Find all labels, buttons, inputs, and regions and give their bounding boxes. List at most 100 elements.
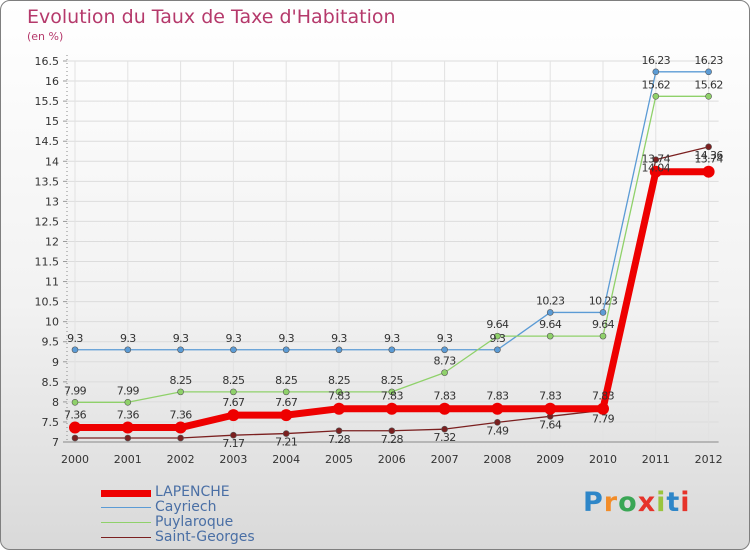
data-point-saint-georges bbox=[705, 143, 712, 151]
logo-letter: P bbox=[583, 487, 604, 518]
data-label-cayriech: 9.3 bbox=[67, 332, 83, 345]
y-tick-label: 11.5 bbox=[35, 256, 60, 269]
data-label-cayriech: 16.23 bbox=[642, 54, 671, 67]
y-tick-label: 14.5 bbox=[35, 135, 60, 148]
data-point-saint-georges bbox=[71, 434, 79, 442]
data-label-saint-georges: 7.49 bbox=[486, 424, 509, 437]
data-point-cayriech bbox=[282, 346, 290, 354]
data-label-lapenche: 7.67 bbox=[275, 396, 298, 409]
data-label-saint-georges: 7.21 bbox=[275, 436, 297, 449]
data-point-puylaroque bbox=[124, 398, 132, 406]
data-label-saint-georges: 7.28 bbox=[381, 433, 404, 446]
data-point-puylaroque bbox=[494, 332, 501, 340]
data-point-puylaroque bbox=[230, 388, 237, 396]
y-tick-label: 8.5 bbox=[42, 376, 60, 389]
data-point-lapenche bbox=[438, 402, 451, 415]
data-point-cayriech bbox=[494, 346, 501, 354]
data-point-cayriech bbox=[230, 346, 237, 354]
data-point-lapenche bbox=[280, 409, 293, 422]
chart-subtitle: (en %) bbox=[27, 30, 64, 43]
x-tick-label: 2008 bbox=[483, 453, 511, 466]
data-point-cayriech bbox=[71, 346, 79, 354]
data-label-puylaroque: 8.25 bbox=[328, 374, 351, 387]
legend-label-cayriech: Cayriech bbox=[155, 499, 217, 515]
y-tick-label: 8 bbox=[52, 396, 59, 409]
data-point-lapenche bbox=[174, 421, 187, 434]
data-label-saint-georges: 7.64 bbox=[539, 418, 562, 431]
data-label-cayriech: 10.23 bbox=[589, 294, 618, 307]
data-point-cayriech bbox=[599, 309, 607, 316]
data-label-cayriech: 16.23 bbox=[694, 54, 723, 67]
x-tick-label: 2012 bbox=[695, 453, 723, 466]
x-tick-label: 2010 bbox=[589, 453, 617, 466]
data-label-puylaroque: 8.25 bbox=[381, 374, 404, 387]
data-label-saint-georges: 7.17 bbox=[222, 437, 245, 450]
data-label-cayriech: 9.3 bbox=[331, 332, 347, 345]
data-point-saint-georges bbox=[494, 419, 501, 426]
y-tick-label: 15.5 bbox=[35, 95, 60, 108]
x-tick-label: 2000 bbox=[61, 453, 89, 466]
data-label-puylaroque: 9.64 bbox=[539, 318, 562, 331]
data-point-cayriech bbox=[546, 309, 554, 316]
data-label-lapenche: 7.36 bbox=[170, 409, 193, 422]
y-tick-label: 13 bbox=[45, 195, 59, 208]
data-label-lapenche: 7.67 bbox=[222, 396, 245, 409]
data-label-cayriech: 9.3 bbox=[278, 332, 294, 345]
data-point-cayriech bbox=[124, 346, 132, 354]
data-label-cayriech: 9.3 bbox=[437, 332, 453, 345]
data-point-puylaroque bbox=[652, 92, 660, 100]
y-tick-label: 14 bbox=[45, 155, 59, 168]
legend-label-puylaroque: Puylaroque bbox=[155, 514, 234, 530]
data-label-lapenche: 7.83 bbox=[434, 390, 457, 403]
data-label-puylaroque: 9.64 bbox=[486, 318, 509, 331]
data-point-puylaroque bbox=[335, 388, 343, 396]
data-point-puylaroque bbox=[546, 332, 554, 340]
x-tick-label: 2009 bbox=[536, 453, 564, 466]
x-tick-label: 2006 bbox=[378, 453, 406, 466]
y-tick-label: 10 bbox=[45, 316, 59, 329]
data-label-lapenche: 7.83 bbox=[539, 390, 562, 403]
data-point-cayriech bbox=[705, 68, 712, 76]
data-label-puylaroque: 8.73 bbox=[434, 355, 457, 368]
data-label-cayriech: 9.3 bbox=[173, 332, 189, 345]
data-label-puylaroque: 8.25 bbox=[275, 374, 298, 387]
logo-letter: x bbox=[637, 487, 657, 518]
data-label-saint-georges: 7.28 bbox=[328, 433, 351, 446]
x-tick-label: 2005 bbox=[325, 453, 353, 466]
data-label-lapenche: 7.36 bbox=[64, 409, 87, 422]
logo-letter: r bbox=[603, 487, 619, 518]
data-point-saint-georges bbox=[335, 427, 343, 435]
data-point-lapenche bbox=[333, 402, 345, 415]
data-label-cayriech: 9.3 bbox=[384, 332, 400, 345]
y-tick-label: 16.5 bbox=[35, 55, 60, 68]
data-label-lapenche: 13.74 bbox=[694, 153, 723, 166]
data-point-lapenche bbox=[597, 402, 609, 415]
data-label-lapenche: 7.83 bbox=[592, 390, 615, 403]
x-tick-label: 2002 bbox=[167, 453, 195, 466]
data-point-lapenche bbox=[702, 165, 715, 178]
legend-label-saint-georges: Saint-Georges bbox=[155, 529, 255, 545]
data-point-puylaroque bbox=[71, 398, 79, 406]
data-label-lapenche: 7.83 bbox=[486, 390, 509, 403]
logo-letter: i bbox=[680, 487, 691, 518]
data-label-lapenche: 7.83 bbox=[381, 390, 404, 403]
data-point-cayriech bbox=[335, 346, 343, 354]
data-point-puylaroque bbox=[441, 369, 448, 376]
data-label-puylaroque: 8.25 bbox=[170, 374, 193, 387]
x-tick-label: 2004 bbox=[272, 453, 300, 466]
data-point-puylaroque bbox=[177, 388, 184, 396]
data-point-puylaroque bbox=[705, 92, 712, 100]
y-tick-label: 11 bbox=[45, 276, 59, 289]
y-tick-label: 16 bbox=[45, 75, 59, 88]
data-label-puylaroque: 8.25 bbox=[222, 374, 245, 387]
data-label-puylaroque: 9.64 bbox=[592, 318, 615, 331]
data-point-puylaroque bbox=[388, 388, 396, 396]
y-tick-label: 10.5 bbox=[35, 296, 60, 309]
data-point-puylaroque bbox=[599, 332, 607, 340]
y-tick-label: 9.5 bbox=[42, 336, 60, 349]
x-tick-label: 2011 bbox=[642, 453, 670, 466]
data-point-cayriech bbox=[652, 68, 660, 76]
data-point-lapenche bbox=[227, 409, 240, 422]
data-label-saint-georges: 14.36 bbox=[694, 149, 723, 162]
